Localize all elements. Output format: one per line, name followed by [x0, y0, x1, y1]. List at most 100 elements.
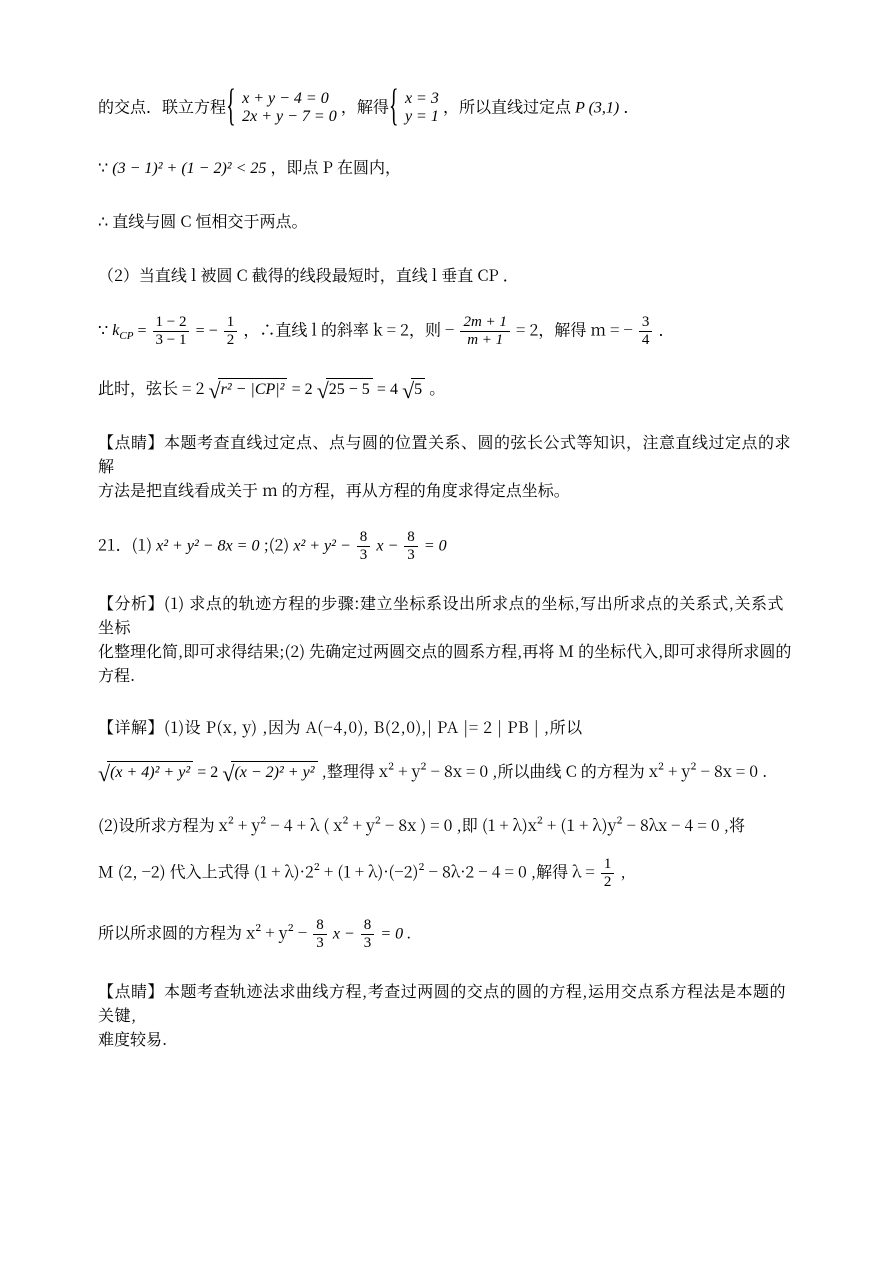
paragraph-therefore: ∴ 直线与圆 C 恒相交于两点。 [98, 209, 795, 235]
eq: x² + y² − 8x = 0 [156, 537, 259, 554]
text: ． [659, 317, 675, 340]
sqrt: √r² − |CP|² [209, 378, 288, 402]
fenxi: 【分析】(1) 求点的轨迹方程的步骤:建立坐标系设出所求点的坐标,写出所求点的关… [98, 591, 795, 687]
therefore-symbol: ∴ [98, 214, 108, 231]
dianjing-1: 【点睛】本题考查直线过定点、点与圆的位置关系、圆的弦长公式等知识，注意直线过定点… [98, 430, 795, 502]
fraction: 8 3 [313, 918, 327, 951]
equation-system-1: x + y − 4 = 0 2x + y − 7 = 0 [230, 90, 337, 127]
text: = 2，解得 m = − [516, 317, 633, 340]
text: ,整理得 x² + y² − 8x = 0 ,所以曲线 C 的方程为 x² + … [322, 759, 768, 782]
k-cp: kCP [112, 322, 137, 339]
text: 。 [429, 376, 445, 399]
xiangjie-1b: √(x + 4)² + y² = 2 √(x − 2)² + y² ,整理得 x… [98, 759, 795, 785]
xiangjie-3: 所以所求圆的方程为 x² + y² − 8 3 x − 8 3 = 0 . [98, 918, 795, 951]
frac-den: 3 [361, 935, 375, 951]
eq: = 2 [197, 764, 218, 781]
text-line: 【点睛】本题考查直线过定点、点与圆的位置关系、圆的弦长公式等知识，注意直线过定点… [98, 430, 791, 477]
frac-den: 3 [404, 547, 418, 563]
eq-row: y = 1 [405, 108, 439, 126]
text-line: 【详解】(1)设 P(x, y) ,因为 A(−4,0), B(2,0),| P… [98, 715, 583, 738]
text: M (2, −2) 代入上式得 (1 + λ)·2² + (1 + λ)·(−2… [98, 859, 599, 882]
frac-den: 4 [639, 332, 653, 348]
paragraph-intersection: 的交点．联立方程 x + y − 4 = 0 2x + y − 7 = 0 ，解… [98, 90, 795, 127]
frac-num: 1 [601, 857, 615, 874]
frac-num: 2m + 1 [460, 315, 509, 332]
text: ，所以直线过定点 [443, 95, 571, 118]
text-line: 【点睛】本题考查轨迹法求曲线方程,考查过两圆的交点的圆的方程,运用交点系方程法是… [98, 979, 786, 1026]
eq: = − [196, 322, 218, 339]
text: , [621, 859, 626, 882]
sqrt-body: 25 − 5 [326, 378, 373, 399]
fraction: 2m + 1 m + 1 [460, 315, 509, 348]
fraction: 1 2 [601, 857, 615, 890]
dianjing-2: 【点睛】本题考查轨迹法求曲线方程,考查过两圆的交点的圆的方程,运用交点系方程法是… [98, 979, 795, 1051]
fraction: 8 3 [361, 918, 375, 951]
sqrt: √25 − 5 [317, 378, 373, 402]
text-line: 难度较易. [98, 1027, 167, 1050]
text: 直线与圆 C 恒相交于两点。 [112, 209, 307, 232]
text: 所以所求圆的方程为 x² + y² − [98, 920, 311, 943]
text: ． [623, 95, 639, 118]
sqrt: √5 [402, 378, 425, 402]
eq-part: x² + y² − [293, 537, 354, 554]
paragraph-part2: （2）当直线 l 被圆 C 截得的线段最短时，直线 l 垂直 CP ． [98, 263, 795, 287]
sqrt-body: r² − |CP|² [218, 378, 288, 399]
frac-den: m + 1 [460, 332, 509, 348]
eq-row: x + y − 4 = 0 [242, 90, 337, 108]
text: ，解得 [341, 95, 389, 118]
eq-part: = 0 [424, 537, 447, 554]
text: 的交点．联立方程 [98, 95, 226, 118]
text: ，∴直线 l 的斜率 k = 2，则 − [243, 317, 454, 340]
text: ，即点 P 在圆内， [271, 155, 401, 178]
frac-num: 8 [404, 530, 418, 547]
sqrt: √(x + 4)² + y² [98, 761, 193, 785]
frac-num: 8 [361, 918, 375, 935]
frac-den: 2 [601, 874, 615, 890]
inequality-expr: (3 − 1)² + (1 − 2)² < 25 [112, 160, 266, 177]
frac-num: 3 [639, 315, 653, 332]
text-line: 化整理化简,即可求得结果;(2) 先确定过两圆交点的圆系方程,再将 M 的坐标代… [98, 639, 791, 662]
sqrt: √(x − 2)² + y² [222, 761, 317, 785]
frac-den: 2 [224, 332, 238, 348]
fraction: 1 − 2 3 − 1 [153, 315, 190, 348]
fraction: 8 3 [404, 530, 418, 563]
question-21: 21．(1) x² + y² − 8x = 0 ;(2) x² + y² − 8… [98, 530, 795, 563]
text: （2）当直线 l 被圆 C 截得的线段最短时，直线 l 垂直 CP ． [98, 263, 519, 286]
frac-num: 1 − 2 [153, 315, 190, 332]
sqrt-body: (x + 4)² + y² [107, 761, 193, 782]
q-number: 21．(1) [98, 532, 156, 555]
frac-den: 3 [357, 547, 371, 563]
eq: = [137, 322, 150, 339]
fraction: 8 3 [357, 530, 371, 563]
frac-den: 3 [313, 935, 327, 951]
text-line: 方法是把直线看成关于 m 的方程，再从方程的角度求得定点坐标。 [98, 478, 570, 501]
text-line: (2)设所求方程为 x² + y² − 4 + λ ( x² + y² − 8x… [98, 813, 745, 836]
because-symbol: ∵ [98, 322, 108, 339]
text: x − [333, 925, 359, 942]
frac-den: 3 − 1 [153, 332, 190, 348]
frac-num: 8 [313, 918, 327, 935]
eq-row: 2x + y − 7 = 0 [242, 108, 337, 126]
text: = 2 [292, 381, 313, 398]
text: = 4 [377, 381, 398, 398]
text-line: 方程. [98, 663, 135, 686]
paragraph-inequality: ∵ (3 − 1)² + (1 − 2)² < 25 ，即点 P 在圆内， [98, 155, 795, 181]
fraction: 1 2 [224, 315, 238, 348]
fraction: 3 4 [639, 315, 653, 348]
k-sub: CP [119, 331, 133, 343]
eq-part: x − [376, 537, 402, 554]
text-line: 【分析】(1) 求点的轨迹方程的步骤:建立坐标系设出所求点的坐标,写出所求点的关… [98, 591, 784, 638]
text: = 0 . [380, 925, 411, 942]
xiangjie-2a: (2)设所求方程为 x² + y² − 4 + λ ( x² + y² − 8x… [98, 813, 795, 837]
text: 此时，弦长 = 2 [98, 376, 204, 399]
because-symbol: ∵ [98, 160, 108, 177]
paragraph-slope: ∵ kCP = 1 − 2 3 − 1 = − 1 2 ，∴直线 l 的斜率 k… [98, 315, 795, 348]
equation-system-2: x = 3 y = 1 [393, 90, 439, 127]
point-p: P (3,1) [575, 100, 619, 117]
sqrt-body: (x − 2)² + y² [231, 761, 317, 782]
frac-num: 8 [357, 530, 371, 547]
xiangjie-1a: 【详解】(1)设 P(x, y) ,因为 A(−4,0), B(2,0),| P… [98, 715, 795, 739]
sep: ;(2) [264, 532, 294, 555]
xiangjie-2b: M (2, −2) 代入上式得 (1 + λ)·2² + (1 + λ)·(−2… [98, 857, 795, 890]
eq-row: x = 3 [405, 90, 439, 108]
